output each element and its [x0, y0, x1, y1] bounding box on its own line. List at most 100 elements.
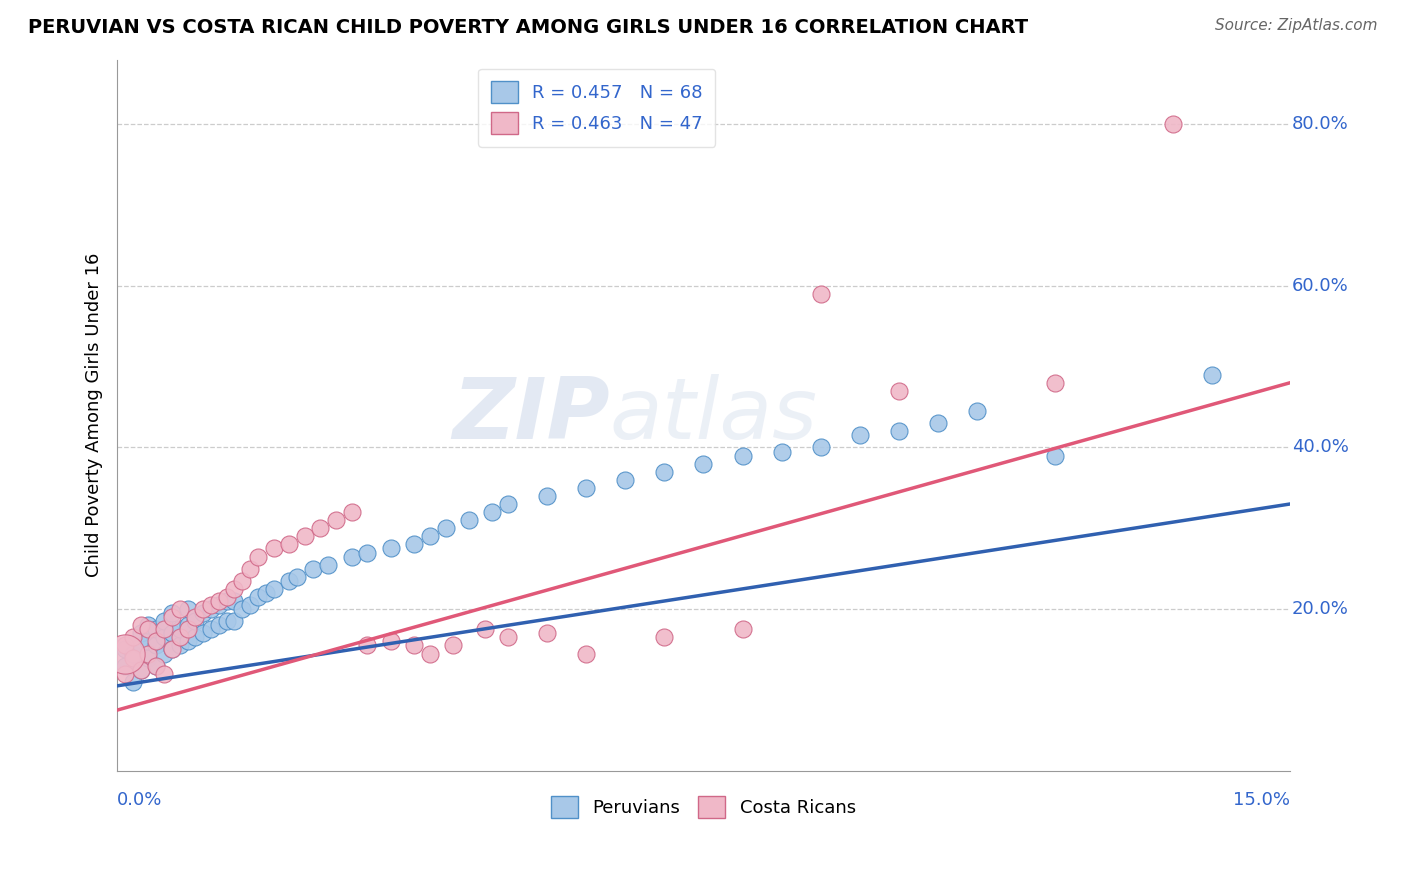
Point: [208, 598, 231, 612]
Point: [441, 639, 464, 653]
Text: 40.0%: 40.0%: [1292, 439, 1348, 457]
Point: [278, 574, 301, 588]
Point: [263, 541, 285, 556]
Point: [246, 549, 269, 564]
Point: [121, 674, 143, 689]
Point: [1045, 449, 1067, 463]
Text: 60.0%: 60.0%: [1292, 277, 1348, 295]
Text: Source: ZipAtlas.com: Source: ZipAtlas.com: [1215, 18, 1378, 33]
Point: [1161, 117, 1184, 131]
Point: [114, 666, 136, 681]
Point: [380, 541, 402, 556]
Point: [404, 639, 426, 653]
Point: [169, 631, 191, 645]
Point: [458, 513, 481, 527]
Point: [138, 622, 160, 636]
Point: [129, 663, 152, 677]
Point: [215, 590, 238, 604]
Point: [184, 610, 207, 624]
Text: 0.0%: 0.0%: [117, 791, 163, 809]
Text: 20.0%: 20.0%: [1292, 600, 1348, 618]
Point: [966, 404, 988, 418]
Text: atlas: atlas: [610, 374, 818, 457]
Point: [254, 586, 277, 600]
Point: [849, 428, 872, 442]
Point: [496, 631, 519, 645]
Point: [138, 647, 160, 661]
Point: [193, 626, 215, 640]
Point: [285, 570, 308, 584]
Point: [614, 473, 637, 487]
Point: [208, 594, 231, 608]
Point: [474, 622, 496, 636]
Point: [731, 449, 754, 463]
Point: [887, 425, 910, 439]
Point: [770, 444, 793, 458]
Point: [239, 562, 262, 576]
Point: [160, 606, 183, 620]
Point: [316, 558, 339, 572]
Point: [145, 658, 167, 673]
Point: [224, 582, 246, 596]
Point: [176, 622, 198, 636]
Point: [419, 529, 441, 543]
Point: [224, 614, 246, 628]
Point: [434, 521, 457, 535]
Point: [224, 594, 246, 608]
Point: [114, 658, 136, 673]
Point: [121, 647, 143, 661]
Point: [654, 465, 676, 479]
Point: [575, 647, 598, 661]
Point: [121, 650, 143, 665]
Point: [1201, 368, 1223, 382]
Point: [481, 505, 503, 519]
Point: [138, 650, 160, 665]
Point: [160, 642, 183, 657]
Point: [160, 642, 183, 657]
Point: [129, 626, 152, 640]
Point: [340, 505, 363, 519]
Point: [301, 562, 323, 576]
Point: [193, 606, 215, 620]
Point: [200, 622, 222, 636]
Legend: Peruvians, Costa Ricans: Peruvians, Costa Ricans: [544, 789, 863, 826]
Point: [239, 598, 262, 612]
Point: [129, 618, 152, 632]
Point: [200, 602, 222, 616]
Point: [1045, 376, 1067, 390]
Point: [208, 618, 231, 632]
Point: [231, 602, 253, 616]
Point: [176, 634, 198, 648]
Point: [129, 663, 152, 677]
Point: [138, 618, 160, 632]
Point: [419, 647, 441, 661]
Point: [692, 457, 714, 471]
Point: [114, 647, 136, 661]
Point: [169, 602, 191, 616]
Point: [496, 497, 519, 511]
Point: [153, 666, 176, 681]
Point: [184, 614, 207, 628]
Text: 15.0%: 15.0%: [1233, 791, 1289, 809]
Text: ZIP: ZIP: [453, 374, 610, 457]
Point: [887, 384, 910, 398]
Point: [169, 639, 191, 653]
Point: [153, 622, 176, 636]
Text: 80.0%: 80.0%: [1292, 115, 1348, 133]
Point: [129, 639, 152, 653]
Point: [536, 489, 558, 503]
Point: [404, 537, 426, 551]
Point: [575, 481, 598, 495]
Point: [145, 634, 167, 648]
Point: [654, 631, 676, 645]
Y-axis label: Child Poverty Among Girls Under 16: Child Poverty Among Girls Under 16: [86, 253, 103, 577]
Point: [153, 631, 176, 645]
Point: [294, 529, 316, 543]
Point: [927, 416, 949, 430]
Point: [215, 614, 238, 628]
Point: [145, 658, 167, 673]
Point: [215, 594, 238, 608]
Point: [246, 590, 269, 604]
Point: [153, 647, 176, 661]
Point: [160, 626, 183, 640]
